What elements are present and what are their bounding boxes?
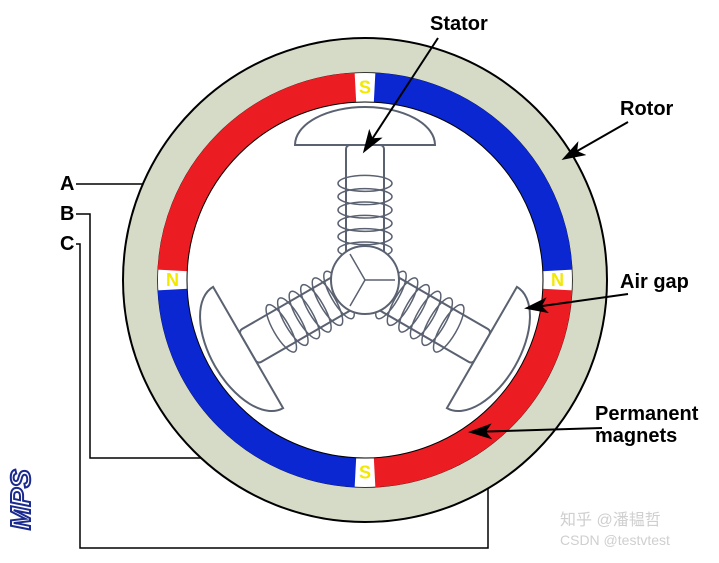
watermark-1: CSDN @testvtest	[560, 532, 670, 548]
label-air-gap: Air gap	[620, 271, 689, 293]
pole-label-2: S	[359, 463, 371, 483]
callout-rotor	[565, 122, 628, 158]
label-stator: Stator	[430, 13, 488, 35]
watermark-0: 知乎 @潘韫哲	[560, 511, 661, 529]
motor: S N S N	[123, 38, 607, 522]
pole-label-3: N	[166, 270, 179, 290]
label-A: A	[60, 173, 74, 195]
mps-logo: MPS	[5, 469, 36, 530]
label-C: C	[60, 233, 74, 255]
pole-label-0: S	[359, 78, 371, 98]
label-B: B	[60, 203, 74, 225]
label-rotor: Rotor	[620, 98, 674, 120]
pole-label-1: N	[551, 270, 564, 290]
label-magnets-0: Permanent	[595, 403, 699, 425]
logo-text: MPS	[5, 469, 36, 530]
label-magnets-1: magnets	[595, 425, 677, 447]
